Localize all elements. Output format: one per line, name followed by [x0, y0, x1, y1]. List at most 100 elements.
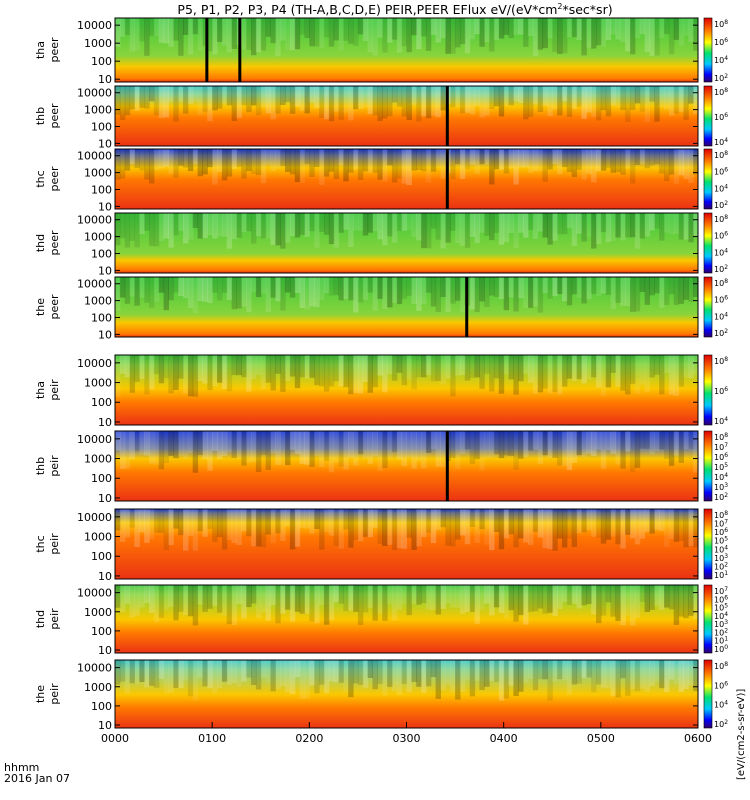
texture-column	[343, 509, 349, 530]
texture-column	[285, 213, 291, 243]
texture-column	[634, 18, 641, 38]
texture-column	[659, 213, 665, 241]
y-tick-label: 10	[98, 644, 112, 657]
texture-column	[289, 660, 296, 695]
texture-column	[372, 431, 378, 457]
texture-column	[498, 355, 505, 394]
texture-column	[596, 86, 602, 121]
texture-column	[659, 585, 665, 610]
texture-column	[328, 355, 335, 387]
texture-column	[192, 355, 199, 397]
texture-column	[630, 277, 636, 312]
texture-column	[566, 585, 573, 605]
texture-column	[528, 431, 534, 451]
texture-column	[353, 149, 359, 170]
colorbar-tick-label: 102	[714, 719, 728, 729]
texture-column	[523, 213, 529, 238]
texture-column	[518, 213, 524, 233]
texture-column	[552, 213, 558, 241]
texture-column	[144, 149, 150, 180]
texture-column	[163, 509, 169, 550]
texture-column	[236, 86, 242, 119]
texture-column	[401, 355, 407, 386]
texture-column	[542, 18, 548, 49]
texture-column	[688, 509, 694, 546]
texture-column	[649, 431, 655, 455]
texture-column	[343, 355, 349, 388]
texture-column	[479, 213, 485, 233]
colorbar-scale	[703, 584, 713, 654]
texture-column	[654, 213, 660, 229]
y-tick-label: 1000	[84, 37, 112, 50]
texture-column	[158, 18, 165, 43]
texture-column	[528, 213, 534, 230]
texture-column	[634, 660, 641, 692]
texture-column	[304, 149, 310, 165]
texture-column	[649, 585, 655, 610]
texture-column	[493, 18, 500, 40]
texture-column	[493, 277, 500, 297]
texture-column	[377, 18, 383, 38]
texture-column	[144, 18, 150, 56]
texture-column	[343, 660, 349, 693]
texture-column	[479, 431, 485, 471]
texture-column	[615, 660, 621, 698]
texture-column	[280, 277, 286, 311]
texture-column	[119, 660, 126, 682]
texture-column	[309, 585, 315, 622]
texture-column	[168, 213, 174, 248]
texture-column	[425, 277, 432, 293]
texture-column	[304, 431, 310, 465]
texture-column	[513, 149, 519, 185]
texture-column	[382, 18, 388, 53]
texture-column	[289, 213, 296, 237]
texture-column	[260, 509, 267, 548]
y-tick-label: 10000	[77, 278, 112, 291]
colorbar-tick-label: 106	[714, 527, 728, 537]
texture-column	[591, 355, 597, 378]
texture-column	[163, 431, 169, 463]
texture-column	[333, 86, 339, 112]
texture-column	[294, 18, 301, 50]
panel-thc-peir: 10 100 1000 10000 thc peir	[34, 508, 699, 583]
texture-column	[576, 509, 582, 534]
texture-column	[246, 509, 252, 537]
texture-column	[246, 585, 252, 608]
texture-column	[489, 431, 495, 458]
texture-column	[664, 431, 670, 459]
texture-column	[144, 660, 150, 688]
texture-column	[236, 355, 242, 376]
texture-column	[455, 213, 461, 243]
texture-column	[178, 660, 184, 689]
texture-column	[406, 277, 412, 296]
texture-column	[328, 18, 335, 47]
texture-column	[285, 86, 291, 103]
y-tick-label: 1000	[84, 231, 112, 244]
texture-column	[450, 509, 456, 547]
texture-column	[357, 86, 364, 110]
panel-thb-peer: 10 100 1000 10000 thb peer	[34, 85, 699, 150]
texture-column	[552, 431, 558, 458]
texture-column	[134, 431, 140, 452]
texture-column	[605, 585, 612, 603]
spike-marker	[445, 86, 449, 146]
texture-column	[348, 509, 354, 548]
panel-label-line1: thb	[34, 457, 47, 475]
colorbar-tick-label: 104	[714, 700, 728, 710]
texture-column	[532, 509, 539, 532]
texture-column	[255, 660, 262, 690]
texture-column	[498, 213, 505, 245]
texture-column	[513, 585, 519, 622]
texture-column	[654, 660, 660, 682]
texture-column	[537, 213, 544, 232]
texture-column	[134, 149, 140, 169]
texture-column	[435, 509, 441, 530]
texture-column	[367, 213, 373, 233]
texture-column	[411, 277, 417, 304]
texture-column	[207, 431, 213, 471]
texture-column	[207, 213, 213, 236]
texture-column	[644, 18, 650, 52]
texture-column	[353, 213, 359, 231]
texture-column	[673, 149, 680, 184]
